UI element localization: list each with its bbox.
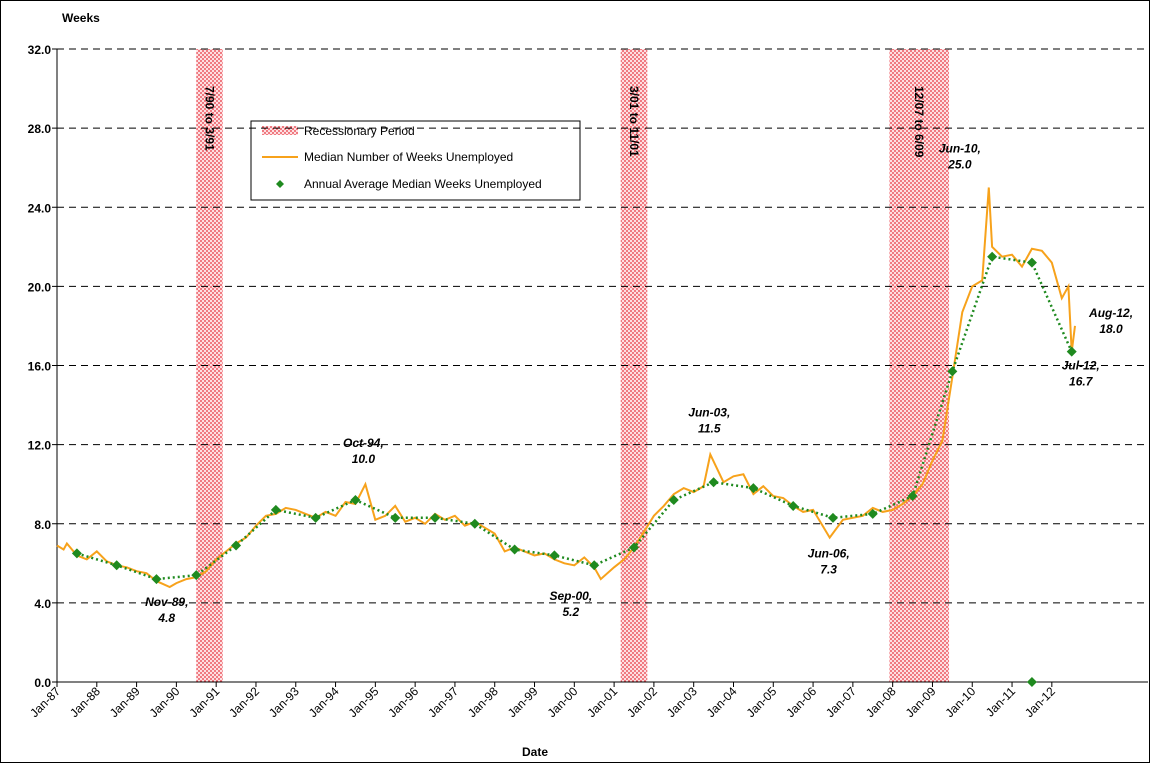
average-marker: [509, 544, 520, 555]
average-marker: [430, 512, 441, 523]
average-marker: [947, 366, 958, 377]
average-marker: [748, 483, 759, 494]
legend-label: Annual Average Median Weeks Unemployed: [304, 177, 542, 191]
average-marker: [708, 477, 719, 488]
average-marker: [827, 512, 838, 523]
annotation-date: Oct-94,: [343, 436, 384, 450]
average-marker: [668, 495, 679, 506]
annotation-value: 5.2: [562, 605, 579, 619]
y-tick-label: 32.0: [28, 43, 52, 57]
average-marker: [390, 512, 401, 523]
average-marker: [629, 542, 640, 553]
y-tick-label: 0.0: [34, 676, 51, 690]
average-marker: [71, 548, 82, 559]
average-marker: [231, 540, 242, 551]
average-marker: [191, 570, 202, 581]
average-marker: [111, 560, 122, 571]
annotation-value: 4.8: [157, 611, 175, 625]
legend-box: [250, 120, 581, 201]
annotation-date: Sep-00,: [549, 589, 592, 603]
average-marker: [788, 500, 799, 511]
average-marker: [310, 512, 321, 523]
average-marker: [1026, 677, 1037, 687]
annotation-date: Jul-12,: [1062, 359, 1100, 373]
annotation-value: 16.7: [1069, 375, 1094, 389]
annotation-date: Jun-06,: [808, 547, 850, 561]
average-marker: [589, 560, 600, 571]
y-tick-label: 20.0: [28, 280, 52, 294]
y-tick-label: 28.0: [28, 122, 52, 136]
average-marker: [151, 574, 162, 585]
x-axis-label: Date: [522, 745, 548, 759]
recession-label: 12/07 to 6/09: [912, 86, 926, 158]
y-axis-label: Weeks: [62, 11, 100, 25]
y-tick-label: 4.0: [34, 597, 51, 611]
annotation-value: 11.5: [698, 422, 721, 436]
legend-label: Recessionary Period: [304, 124, 415, 138]
legend-swatch: [262, 126, 298, 135]
average-marker: [549, 550, 560, 561]
recession-label: 7/90 to 3/91: [203, 86, 217, 151]
annotation-date: Jun-03,: [688, 406, 730, 420]
annotation-date: Jun-10,: [939, 141, 981, 155]
y-tick-label: 24.0: [28, 201, 52, 215]
y-tick-label: 16.0: [28, 360, 52, 374]
annotation-date: Nov-89,: [145, 595, 188, 609]
recession-label: 3/01 to 11/01: [627, 86, 641, 157]
average-marker: [350, 495, 361, 506]
annotation-date: Aug-12,: [1088, 306, 1133, 320]
average-marker: [1066, 346, 1077, 357]
legend-swatch: [276, 180, 284, 188]
average-marker: [270, 504, 281, 515]
y-tick-label: 12.0: [28, 439, 52, 453]
y-tick-label: 8.0: [34, 518, 51, 532]
annotation-value: 25.0: [947, 157, 972, 171]
average-marker: [1026, 257, 1037, 268]
legend: Recessionary Period Median Number of Week…: [250, 120, 581, 201]
average-marker: [907, 491, 918, 502]
average-marker: [987, 251, 998, 262]
legend-label: Median Number of Weeks Unemployed: [304, 150, 513, 164]
annotation-value: 18.0: [1099, 322, 1123, 336]
average-marker: [469, 518, 480, 529]
annotation-value: 7.3: [820, 563, 837, 577]
average-marker: [867, 508, 878, 519]
annotation-value: 10.0: [352, 452, 376, 466]
